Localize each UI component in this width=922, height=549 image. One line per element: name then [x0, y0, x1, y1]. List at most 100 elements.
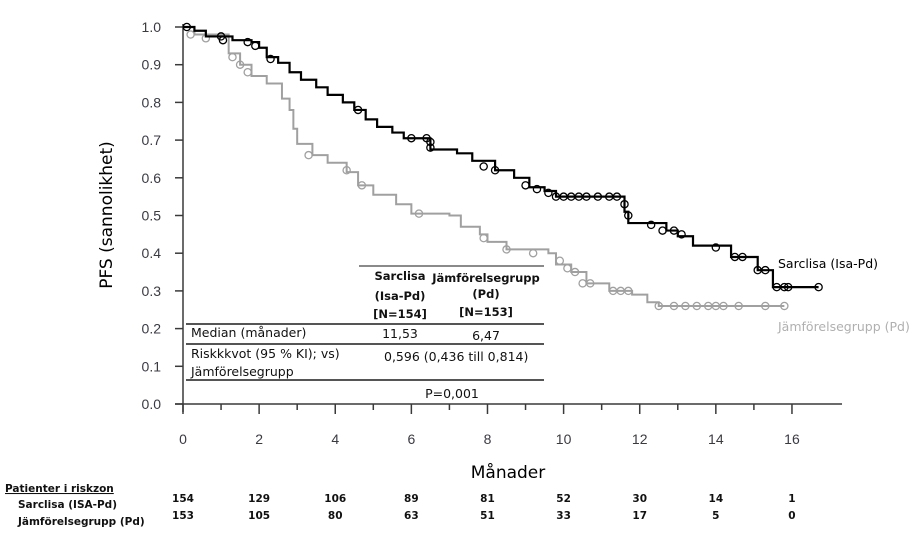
- censor-mark: [780, 282, 789, 292]
- risk-count: 5: [712, 510, 719, 522]
- censor-mark: [304, 150, 313, 160]
- censor-mark: [593, 192, 603, 201]
- x-tick-label: 4: [331, 431, 339, 447]
- axes: [175, 24, 843, 412]
- risk-count: 33: [556, 510, 571, 522]
- x-tick-label: 16: [784, 431, 800, 447]
- censor-mark: [266, 54, 275, 64]
- y-tick-label: 0.6: [142, 170, 162, 186]
- risk-count: 1: [788, 493, 795, 505]
- censor-mark: [479, 233, 488, 243]
- censor-mark: [585, 279, 595, 288]
- risk-row-label-comparator: Jämförelsegrupp (Pd): [17, 516, 145, 528]
- x-tick-label: 10: [556, 431, 572, 447]
- censor-mark: [780, 301, 789, 311]
- risk-row-label-sarclisa: Sarclisa (ISA-Pd): [18, 499, 117, 511]
- censor-mark: [681, 301, 690, 311]
- header-comparator-2: (Pd): [472, 287, 499, 301]
- risk-count: 105: [248, 510, 270, 522]
- censor-mark: [490, 166, 500, 175]
- censor-mark: [357, 181, 367, 190]
- censor-mark: [658, 226, 667, 235]
- x-tick-label: 8: [484, 431, 492, 447]
- y-axis-ticks: 0.0 0.1 0.2 0.3 0.4 0.5 0.6 0.7 0.8 0.9 1.0: [142, 19, 183, 412]
- header-sarclisa-1: Sarclisa: [374, 269, 425, 283]
- risk-count: 30: [632, 493, 647, 505]
- annotation-table: Sarclisa (Isa-Pd) [N=154] Jämförelsegrup…: [186, 265, 544, 401]
- p-value: P=0,001: [425, 386, 479, 401]
- legend-label-comparator: Jämförelsegrupp (Pd): [777, 319, 910, 334]
- censor-mark: [521, 181, 530, 190]
- risk-count: 154: [172, 493, 194, 505]
- y-tick-label: 0.7: [142, 132, 162, 148]
- risk-count: 81: [480, 493, 495, 505]
- censor-mark: [243, 67, 252, 77]
- risk-table: Patienter i riskzon Sarclisa (ISA-Pd) Jä…: [5, 483, 796, 528]
- censor-mark: [669, 301, 679, 311]
- x-tick-label: 2: [255, 431, 263, 447]
- censor-mark: [711, 243, 721, 252]
- y-axis-title: PFS (sannolikhet): [97, 141, 117, 289]
- sarclisa-curve: [183, 25, 819, 289]
- risk-count: 63: [404, 510, 419, 522]
- hazard-ratio-label-2: Jämförelsegrupp: [190, 364, 294, 379]
- hazard-ratio-value: 0,596 (0,436 till 0,814): [384, 349, 528, 364]
- x-axis-title: Månader: [471, 462, 546, 483]
- y-tick-label: 0.8: [142, 94, 162, 110]
- censor-mark: [738, 252, 747, 262]
- censor-mark: [251, 41, 260, 51]
- y-tick-label: 0.9: [142, 57, 162, 73]
- censor-mark: [186, 30, 195, 39]
- censor-mark: [761, 301, 770, 311]
- x-tick-label: 6: [407, 431, 415, 447]
- risk-count: 17: [632, 510, 647, 522]
- censor-mark: [654, 301, 664, 311]
- censor-mark: [620, 199, 629, 209]
- risk-count: 14: [709, 493, 724, 505]
- censor-mark: [624, 211, 633, 220]
- series-comparator: [183, 26, 789, 311]
- censor-mark: [228, 52, 237, 62]
- y-tick-label: 0.1: [142, 358, 162, 374]
- hazard-ratio-label: Riskkkvot (95 % KI); vs): [191, 346, 340, 361]
- median-label: Median (månader): [191, 325, 306, 340]
- censor-mark: [528, 248, 538, 258]
- censor-mark: [624, 286, 633, 296]
- censor-mark: [353, 105, 363, 115]
- censor-mark: [814, 282, 823, 292]
- censor-mark: [761, 265, 770, 275]
- median-sarclisa: 11,53: [382, 326, 418, 341]
- censor-mark: [734, 301, 743, 311]
- y-tick-label: 0.5: [142, 208, 162, 224]
- series-sarclisa: [182, 22, 823, 292]
- censor-mark: [407, 133, 416, 143]
- x-tick-label: 14: [708, 431, 724, 447]
- risk-count: 80: [328, 510, 343, 522]
- risk-count: 106: [324, 493, 346, 505]
- censor-mark: [677, 230, 686, 239]
- legend-label-sarclisa: Sarclisa (Isa-Pd): [778, 256, 878, 271]
- y-tick-label: 0.0: [142, 396, 162, 412]
- risk-count: 52: [556, 493, 571, 505]
- censor-mark: [544, 188, 553, 198]
- y-tick-label: 0.2: [142, 321, 162, 337]
- risk-count: 153: [172, 510, 194, 522]
- censor-mark: [692, 301, 702, 311]
- header-comparator-1: Jämförelsegrupp: [431, 271, 540, 285]
- censor-mark: [582, 192, 591, 201]
- x-tick-label: 12: [632, 431, 648, 447]
- censor-mark: [426, 137, 435, 147]
- risk-count: 51: [480, 510, 495, 522]
- censor-mark: [182, 22, 192, 32]
- censor-mark: [502, 245, 511, 254]
- y-tick-label: 0.3: [142, 283, 162, 299]
- censor-mark: [612, 192, 622, 201]
- censor-mark: [783, 282, 793, 292]
- risk-count: 0: [788, 510, 795, 522]
- y-tick-label: 1.0: [142, 19, 162, 35]
- x-axis-ticks: 0 2 4 6 8 10 12 14 16: [179, 404, 800, 447]
- censor-mark: [669, 226, 679, 235]
- censor-mark: [532, 184, 542, 194]
- censor-mark: [555, 256, 565, 265]
